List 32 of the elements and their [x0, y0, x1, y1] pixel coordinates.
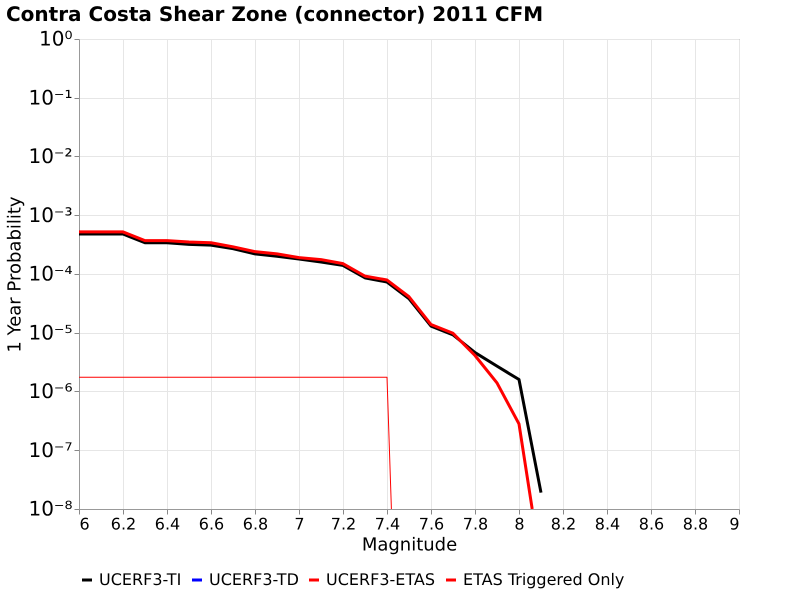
x-tick-label: 6.8 — [242, 514, 268, 534]
y-tick-label: 10⁻¹ — [28, 85, 72, 110]
y-tick-label: 10⁻⁴ — [28, 262, 72, 286]
x-tick-label: 9 — [729, 514, 740, 534]
y-tick-label: 10⁻² — [28, 144, 72, 168]
x-tick-label: 8.4 — [594, 514, 620, 534]
y-axis-title: 1 Year Probability — [4, 196, 26, 353]
x-tick-label: 7.6 — [418, 514, 444, 534]
x-tick-label: 6 — [80, 514, 90, 534]
x-tick-label: 8.2 — [550, 514, 576, 534]
x-tick-label: 7.2 — [330, 514, 356, 534]
y-tick-label: 10⁻⁸ — [28, 496, 72, 520]
legend-label: UCERF3-TD — [209, 570, 299, 589]
y-tick-label: 10⁰ — [39, 26, 72, 50]
x-axis-title: Magnitude — [362, 534, 458, 556]
x-tick-label: 6.4 — [154, 514, 180, 534]
x-tick-label: 7.8 — [462, 514, 488, 534]
y-tick-label: 10⁻⁵ — [28, 320, 72, 344]
x-tick-label: 6.6 — [198, 514, 224, 534]
y-tick-label: 10⁻⁶ — [28, 379, 72, 403]
x-tick-label: 8 — [514, 514, 525, 534]
x-tick-label: 8.8 — [682, 514, 708, 534]
x-tick-label: 7 — [294, 514, 305, 534]
y-tick-label: 10⁻³ — [28, 202, 72, 227]
chart-title: Contra Costa Shear Zone (connector) 2011 CFM — [6, 2, 544, 26]
y-tick-label: 10⁻⁷ — [28, 438, 72, 462]
legend-label: ETAS Triggered Only — [463, 570, 624, 589]
x-tick-label: 7.4 — [374, 514, 400, 534]
legend-label: UCERF3-TI — [99, 570, 182, 589]
legend-label: UCERF3-ETAS — [326, 570, 436, 589]
x-tick-label: 6.2 — [110, 514, 136, 534]
x-tick-label: 8.6 — [638, 514, 664, 534]
